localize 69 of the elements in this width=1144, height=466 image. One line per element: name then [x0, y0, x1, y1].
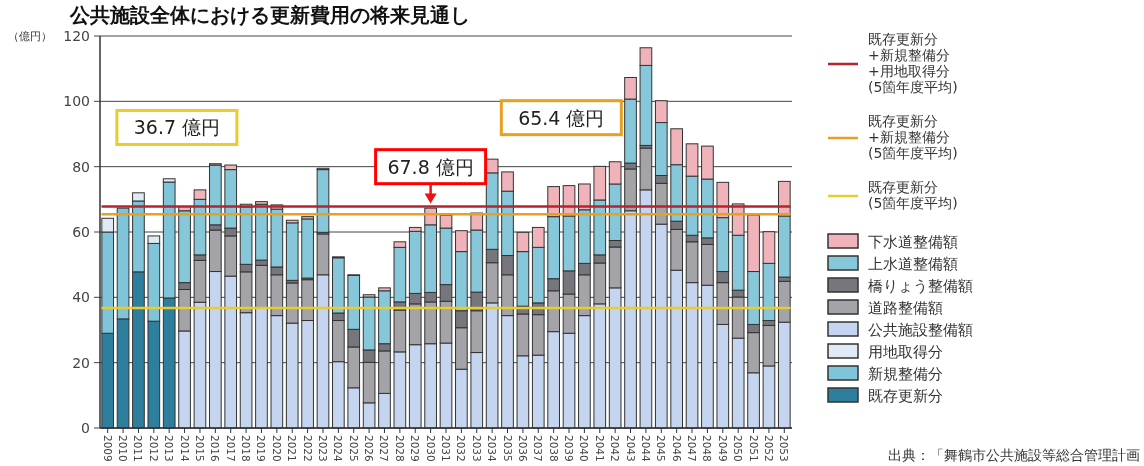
x-tick-label: 2020 — [270, 435, 283, 462]
x-tick-label: 2038 — [547, 435, 560, 462]
y-axis-title: （億円） — [8, 30, 52, 43]
x-tick-label: 2046 — [670, 435, 683, 463]
legend-label: 下水道整備額 — [868, 233, 958, 251]
x-tick-label: 2013 — [163, 435, 176, 462]
x-tick-label: 2045 — [655, 435, 668, 462]
x-tick-label: 2009 — [101, 435, 114, 462]
x-tick-label: 2031 — [440, 435, 452, 462]
y-tick-label: 20 — [72, 354, 90, 371]
x-tick-label: 2015 — [193, 435, 206, 462]
y-tick-label: 80 — [72, 158, 90, 175]
x-tick-label: 2024 — [332, 435, 345, 463]
x-tick-label: 2034 — [486, 435, 499, 463]
x-tick-label: 2039 — [563, 435, 576, 462]
x-tick-label: 2033 — [470, 435, 483, 462]
x-tick-label: 2040 — [578, 435, 591, 462]
legend-label: 既存更新分 +新規整備分 (5箇年度平均) — [868, 113, 958, 161]
y-tick-label: 100 — [63, 93, 90, 110]
x-tick-label: 2016 — [209, 435, 222, 463]
legend-label: 用地取得分 — [868, 343, 943, 361]
legend-label: 新規整備分 — [868, 365, 943, 383]
y-tick-label: 40 — [72, 289, 90, 306]
y-tick-label: 0 — [81, 420, 90, 436]
x-tick-label: 2044 — [639, 435, 652, 463]
x-tick-label: 2010 — [117, 435, 130, 462]
x-tick-label: 2037 — [532, 435, 545, 462]
legend-label: 上水道整備額 — [868, 255, 958, 273]
x-tick-label: 2036 — [516, 435, 529, 463]
x-tick-label: 2049 — [716, 435, 729, 462]
x-tick-label: 2051 — [747, 435, 760, 462]
annotation: 65.4 億円 — [518, 106, 605, 129]
x-tick-label: 2018 — [240, 435, 253, 462]
x-tick-label: 2014 — [178, 435, 191, 463]
x-tick-label: 2041 — [593, 435, 606, 462]
x-tick-label: 2026 — [363, 435, 376, 463]
x-tick-label: 2042 — [609, 435, 622, 462]
x-tick-label: 2047 — [686, 435, 699, 462]
x-tick-label: 2012 — [147, 435, 160, 462]
x-tick-label: 2021 — [286, 435, 299, 462]
x-tick-label: 2043 — [624, 435, 637, 462]
legend-label: 既存更新分 +新規整備分 +用地取得分 (5箇年度平均) — [868, 31, 958, 95]
x-tick-label: 2025 — [347, 435, 360, 462]
x-tick-label: 2023 — [316, 435, 329, 462]
y-tick-label: 120 — [63, 28, 90, 44]
annotation: 36.7 億円 — [133, 116, 221, 139]
legend-label: 既存更新分 — [868, 387, 943, 405]
x-tick-label: 2019 — [255, 435, 268, 462]
x-tick-label: 2035 — [501, 435, 514, 462]
chart-title: 公共施設全体における更新費用の将来見通し — [69, 3, 470, 27]
legend-label: 道路整備額 — [868, 299, 943, 317]
x-tick-label: 2017 — [224, 435, 237, 462]
x-tick-label: 2052 — [762, 435, 775, 462]
x-tick-label: 2027 — [378, 435, 391, 462]
x-tick-label: 2022 — [301, 435, 314, 462]
x-tick-label: 2050 — [732, 435, 745, 462]
x-tick-label: 2011 — [132, 435, 145, 462]
source-note: 出典：「舞鶴市公共施設等総合管理計画 — [888, 447, 1140, 463]
x-tick-label: 2028 — [393, 435, 406, 462]
legend-label: 既存更新分 (5箇年度平均) — [868, 179, 958, 211]
x-tick-label: 2029 — [409, 435, 422, 462]
x-tick-label: 2053 — [778, 435, 791, 462]
y-tick-label: 60 — [72, 224, 90, 240]
x-tick-label: 2030 — [424, 435, 437, 462]
annotation: 67.8 億円 — [387, 155, 474, 178]
x-tick-label: 2032 — [455, 435, 468, 462]
legend-label: 公共施設整備額 — [868, 321, 973, 339]
x-tick-label: 2048 — [701, 435, 714, 462]
legend-label: 橋りょう整備額 — [868, 277, 973, 295]
